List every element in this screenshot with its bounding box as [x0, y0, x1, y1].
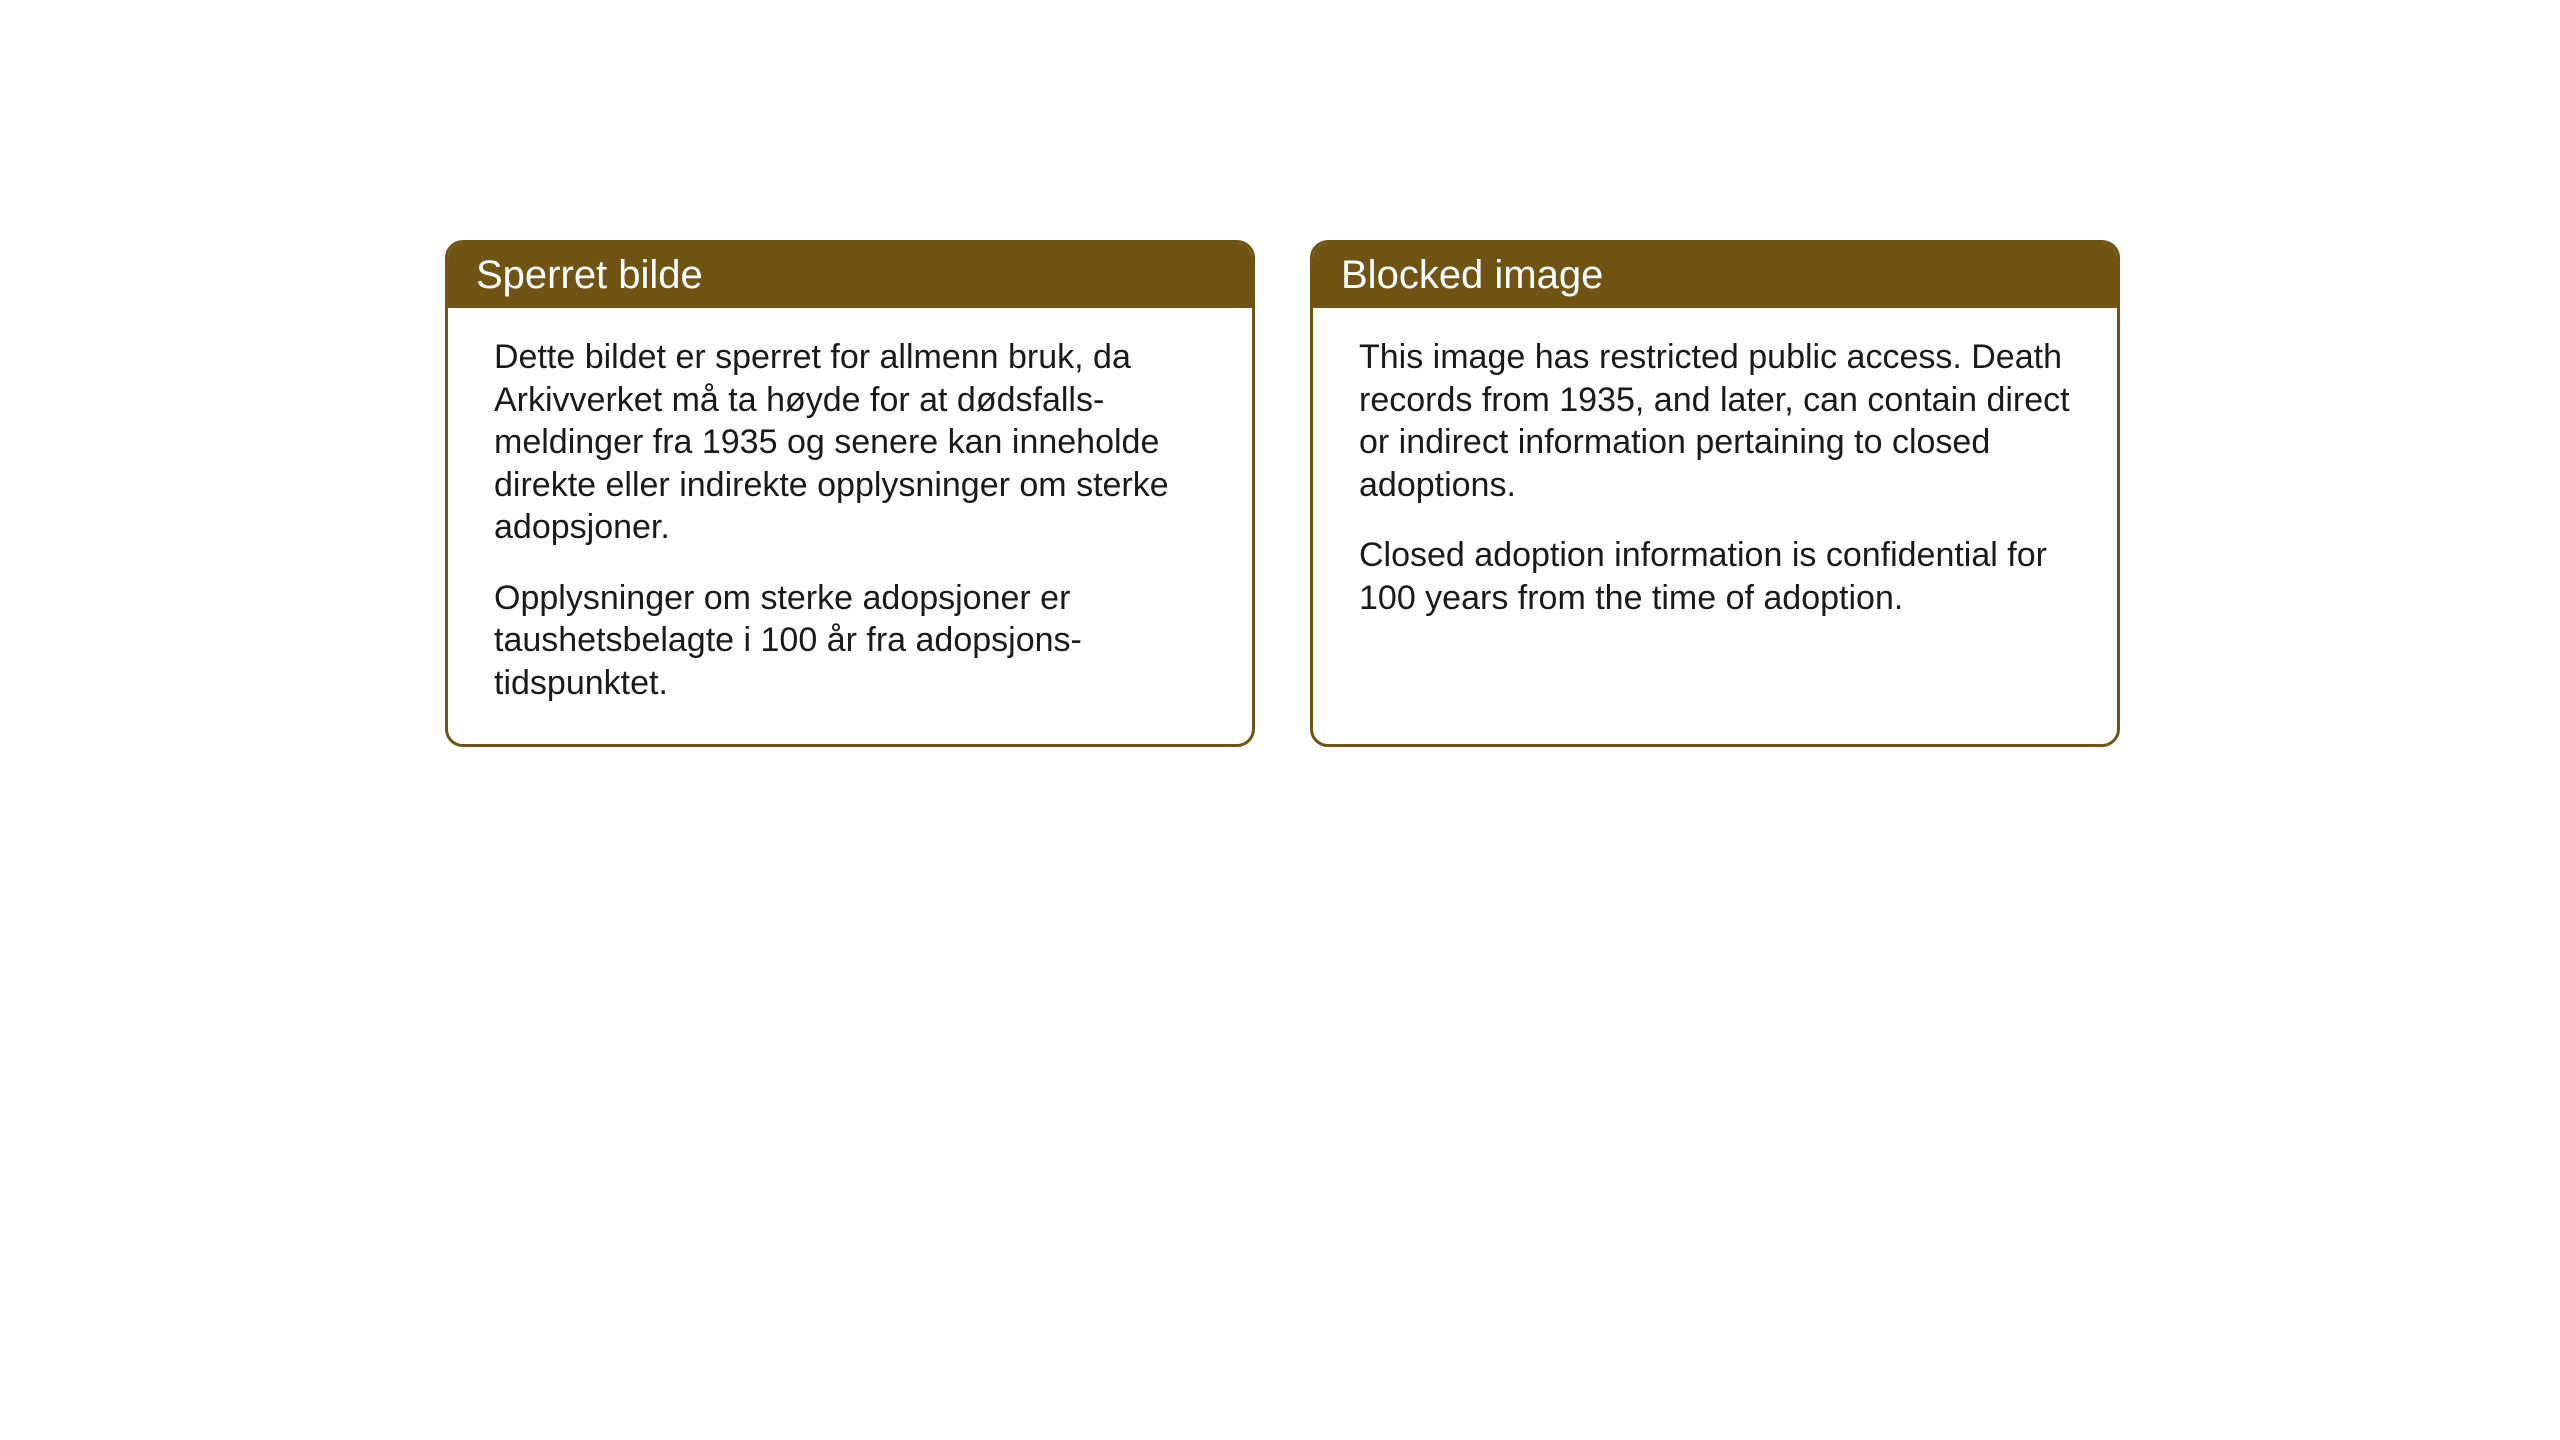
notice-paragraph: Dette bildet er sperret for allmenn bruk… — [494, 336, 1206, 549]
notice-header-norwegian: Sperret bilde — [448, 243, 1252, 308]
notice-body-english: This image has restricted public access.… — [1313, 308, 2117, 659]
notice-box-norwegian: Sperret bilde Dette bildet er sperret fo… — [445, 240, 1255, 747]
notice-container: Sperret bilde Dette bildet er sperret fo… — [445, 240, 2120, 747]
notice-paragraph: Closed adoption information is confident… — [1359, 534, 2071, 619]
notice-header-english: Blocked image — [1313, 243, 2117, 308]
notice-body-norwegian: Dette bildet er sperret for allmenn bruk… — [448, 308, 1252, 744]
notice-paragraph: Opplysninger om sterke adopsjoner er tau… — [494, 577, 1206, 705]
notice-paragraph: This image has restricted public access.… — [1359, 336, 2071, 506]
notice-box-english: Blocked image This image has restricted … — [1310, 240, 2120, 747]
